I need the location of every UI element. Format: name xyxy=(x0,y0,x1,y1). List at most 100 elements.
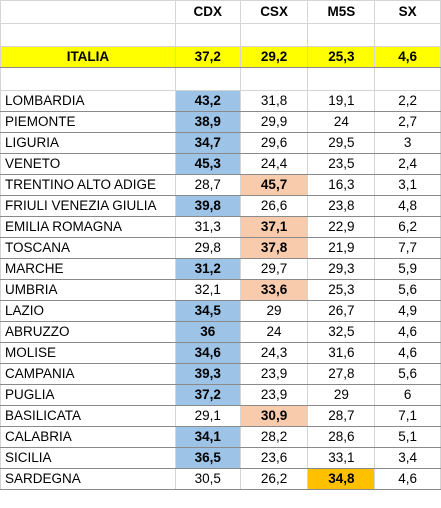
header-cdx[interactable]: CDX xyxy=(174,0,241,24)
region-csx-cell[interactable]: 24,4 xyxy=(239,153,309,175)
header-csx[interactable]: CSX xyxy=(239,0,309,24)
region-sx-cell[interactable]: 2,4 xyxy=(374,153,441,175)
region-csx-cell[interactable]: 37,1 xyxy=(239,216,309,238)
region-csx-cell[interactable]: 45,7 xyxy=(239,174,309,196)
header-sx[interactable]: SX xyxy=(374,0,441,24)
region-name-cell[interactable]: EMILIA ROMAGNA xyxy=(0,216,176,238)
national-m5s[interactable]: 25,3 xyxy=(307,46,376,68)
region-m5s-cell[interactable]: 33,1 xyxy=(307,447,376,469)
region-cdx-cell[interactable]: 36 xyxy=(174,321,241,343)
region-cdx-cell[interactable]: 34,7 xyxy=(174,132,241,154)
region-name-cell[interactable]: FRIULI VENEZIA GIULIA xyxy=(0,195,176,217)
region-cdx-cell[interactable]: 29,8 xyxy=(174,237,241,259)
region-sx-cell[interactable]: 3,1 xyxy=(374,174,441,196)
region-cdx-cell[interactable]: 28,7 xyxy=(174,174,241,196)
empty-cell[interactable] xyxy=(0,67,176,91)
header-m5s[interactable]: M5S xyxy=(307,0,376,24)
region-m5s-cell[interactable]: 28,6 xyxy=(307,426,376,448)
region-cdx-cell[interactable]: 31,3 xyxy=(174,216,241,238)
region-cdx-cell[interactable]: 43,2 xyxy=(174,90,241,112)
region-csx-cell[interactable]: 29,9 xyxy=(239,111,309,133)
region-m5s-cell[interactable]: 31,6 xyxy=(307,342,376,364)
region-cdx-cell[interactable]: 37,2 xyxy=(174,384,241,406)
region-m5s-cell[interactable]: 28,7 xyxy=(307,405,376,427)
region-name-cell[interactable]: ABRUZZO xyxy=(0,321,176,343)
empty-cell[interactable] xyxy=(239,23,309,47)
region-sx-cell[interactable]: 5,9 xyxy=(374,258,441,280)
region-cdx-cell[interactable]: 34,5 xyxy=(174,300,241,322)
region-csx-cell[interactable]: 23,6 xyxy=(239,447,309,469)
region-m5s-cell[interactable]: 21,9 xyxy=(307,237,376,259)
empty-cell[interactable] xyxy=(0,23,176,47)
national-sx[interactable]: 4,6 xyxy=(374,46,441,68)
region-m5s-cell[interactable]: 26,7 xyxy=(307,300,376,322)
region-name-cell[interactable]: CALABRIA xyxy=(0,426,176,448)
region-name-cell[interactable]: SARDEGNA xyxy=(0,468,176,490)
region-name-cell[interactable]: LIGURIA xyxy=(0,132,176,154)
region-name-cell[interactable]: TOSCANA xyxy=(0,237,176,259)
region-m5s-cell[interactable]: 27,8 xyxy=(307,363,376,385)
empty-cell[interactable] xyxy=(307,67,376,91)
region-sx-cell[interactable]: 3 xyxy=(374,132,441,154)
region-csx-cell[interactable]: 33,6 xyxy=(239,279,309,301)
region-csx-cell[interactable]: 24 xyxy=(239,321,309,343)
region-csx-cell[interactable]: 24,3 xyxy=(239,342,309,364)
region-sx-cell[interactable]: 5,6 xyxy=(374,363,441,385)
region-sx-cell[interactable]: 3,4 xyxy=(374,447,441,469)
region-csx-cell[interactable]: 26,2 xyxy=(239,468,309,490)
region-name-cell[interactable]: LOMBARDIA xyxy=(0,90,176,112)
region-m5s-cell[interactable]: 32,5 xyxy=(307,321,376,343)
region-csx-cell[interactable]: 37,8 xyxy=(239,237,309,259)
region-m5s-cell[interactable]: 29 xyxy=(307,384,376,406)
region-m5s-cell[interactable]: 23,5 xyxy=(307,153,376,175)
region-sx-cell[interactable]: 4,6 xyxy=(374,468,441,490)
region-csx-cell[interactable]: 29,7 xyxy=(239,258,309,280)
region-name-cell[interactable]: PIEMONTE xyxy=(0,111,176,133)
national-csx[interactable]: 29,2 xyxy=(239,46,309,68)
region-csx-cell[interactable]: 30,9 xyxy=(239,405,309,427)
region-m5s-cell[interactable]: 29,5 xyxy=(307,132,376,154)
region-cdx-cell[interactable]: 45,3 xyxy=(174,153,241,175)
region-csx-cell[interactable]: 26,6 xyxy=(239,195,309,217)
region-name-cell[interactable]: MARCHE xyxy=(0,258,176,280)
empty-cell[interactable] xyxy=(174,23,241,47)
region-cdx-cell[interactable]: 34,1 xyxy=(174,426,241,448)
region-sx-cell[interactable]: 5,1 xyxy=(374,426,441,448)
empty-cell[interactable] xyxy=(239,67,309,91)
region-name-cell[interactable]: VENETO xyxy=(0,153,176,175)
region-sx-cell[interactable]: 7,7 xyxy=(374,237,441,259)
region-cdx-cell[interactable]: 30,5 xyxy=(174,468,241,490)
region-name-cell[interactable]: TRENTINO ALTO ADIGE xyxy=(0,174,176,196)
region-csx-cell[interactable]: 23,9 xyxy=(239,363,309,385)
region-sx-cell[interactable]: 4,8 xyxy=(374,195,441,217)
region-m5s-cell[interactable]: 25,3 xyxy=(307,279,376,301)
region-csx-cell[interactable]: 28,2 xyxy=(239,426,309,448)
region-cdx-cell[interactable]: 39,8 xyxy=(174,195,241,217)
region-m5s-cell[interactable]: 24 xyxy=(307,111,376,133)
region-sx-cell[interactable]: 4,9 xyxy=(374,300,441,322)
region-name-cell[interactable]: PUGLIA xyxy=(0,384,176,406)
empty-cell[interactable] xyxy=(174,67,241,91)
region-name-cell[interactable]: LAZIO xyxy=(0,300,176,322)
empty-cell[interactable] xyxy=(307,23,376,47)
region-cdx-cell[interactable]: 36,5 xyxy=(174,447,241,469)
region-sx-cell[interactable]: 4,6 xyxy=(374,342,441,364)
region-cdx-cell[interactable]: 34,6 xyxy=(174,342,241,364)
empty-cell[interactable] xyxy=(374,23,441,47)
region-m5s-cell[interactable]: 34,8 xyxy=(307,468,376,490)
region-sx-cell[interactable]: 2,2 xyxy=(374,90,441,112)
region-m5s-cell[interactable]: 23,8 xyxy=(307,195,376,217)
region-m5s-cell[interactable]: 19,1 xyxy=(307,90,376,112)
region-name-cell[interactable]: BASILICATA xyxy=(0,405,176,427)
region-m5s-cell[interactable]: 16,3 xyxy=(307,174,376,196)
region-name-cell[interactable]: MOLISE xyxy=(0,342,176,364)
region-sx-cell[interactable]: 2,7 xyxy=(374,111,441,133)
region-csx-cell[interactable]: 29 xyxy=(239,300,309,322)
region-csx-cell[interactable]: 23,9 xyxy=(239,384,309,406)
empty-cell[interactable] xyxy=(374,67,441,91)
region-sx-cell[interactable]: 7,1 xyxy=(374,405,441,427)
national-cdx[interactable]: 37,2 xyxy=(174,46,241,68)
region-name-cell[interactable]: CAMPANIA xyxy=(0,363,176,385)
region-cdx-cell[interactable]: 31,2 xyxy=(174,258,241,280)
region-cdx-cell[interactable]: 38,9 xyxy=(174,111,241,133)
